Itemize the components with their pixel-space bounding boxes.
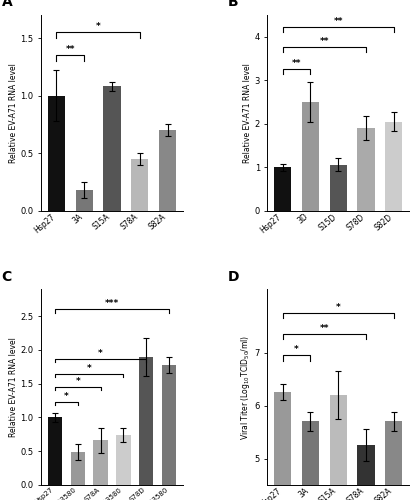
Text: *: *	[64, 392, 69, 401]
Bar	[274, 392, 291, 500]
Text: **: **	[333, 17, 343, 26]
Bar	[103, 86, 121, 211]
Text: **: **	[292, 58, 301, 68]
Bar	[162, 365, 176, 485]
Text: *: *	[75, 377, 80, 386]
Bar	[385, 122, 402, 211]
Bar	[131, 159, 148, 211]
Bar	[93, 440, 108, 485]
Bar	[357, 128, 375, 211]
Bar	[139, 356, 153, 485]
Bar	[116, 435, 131, 485]
Bar	[330, 164, 347, 211]
Bar	[159, 130, 176, 211]
Bar	[48, 418, 62, 485]
Bar	[385, 422, 402, 500]
Text: D: D	[228, 270, 240, 283]
Text: *: *	[96, 22, 100, 32]
Bar	[71, 452, 85, 485]
Text: *: *	[98, 348, 103, 358]
Text: ***: ***	[105, 300, 119, 308]
Bar	[48, 96, 65, 211]
Y-axis label: Relative EV-A71 RNA level: Relative EV-A71 RNA level	[9, 63, 18, 163]
Text: *: *	[336, 303, 341, 312]
Text: *: *	[294, 346, 299, 354]
Text: C: C	[2, 270, 12, 283]
Bar	[302, 102, 319, 211]
Y-axis label: Relative EV-A71 RNA level: Relative EV-A71 RNA level	[243, 63, 252, 163]
Text: **: **	[320, 37, 329, 46]
Text: **: **	[66, 46, 75, 54]
Bar	[357, 446, 375, 500]
Bar	[302, 422, 319, 500]
Y-axis label: Viral Titer (Log$_{10}$TCID$_{50}$/ml): Viral Titer (Log$_{10}$TCID$_{50}$/ml)	[239, 334, 252, 440]
Bar	[274, 168, 291, 211]
Bar	[76, 190, 93, 211]
Bar	[330, 395, 347, 500]
Text: A: A	[2, 0, 12, 10]
Text: *: *	[87, 364, 92, 372]
Text: **: **	[320, 324, 329, 333]
Text: B: B	[228, 0, 239, 10]
Y-axis label: Relative EV-A71 RNA level: Relative EV-A71 RNA level	[9, 337, 18, 437]
